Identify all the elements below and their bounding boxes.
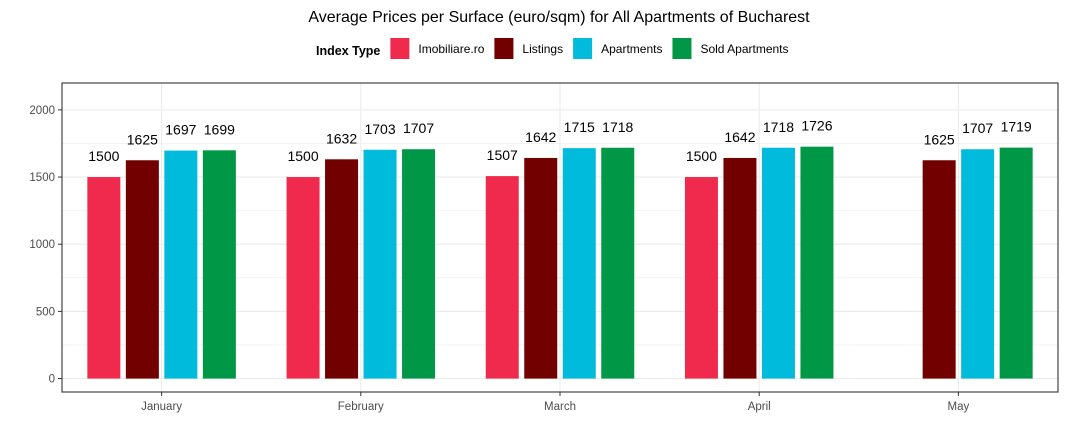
bar [723, 157, 757, 379]
bar [999, 147, 1033, 379]
bar [325, 159, 359, 379]
data-label: 1703 [364, 121, 395, 137]
bar [761, 147, 795, 379]
data-label: 1707 [962, 120, 993, 136]
legend-title: Index Type [316, 44, 380, 58]
data-label: 1715 [564, 119, 595, 135]
legend-label: Listings [522, 42, 563, 56]
data-label: 1500 [287, 148, 318, 164]
legend-key [390, 38, 410, 59]
data-label: 1507 [487, 147, 518, 163]
data-labels: 1500 1500 1507 1500 1625 1632 1642 1642 1625 1697… [88, 118, 1032, 164]
data-label: 1625 [924, 131, 955, 147]
bar [164, 150, 198, 379]
data-label: 1642 [525, 129, 556, 145]
data-label: 1707 [403, 120, 434, 136]
y-tick-label: 500 [36, 306, 55, 318]
x-tick-label: March [544, 401, 576, 413]
data-label: 1500 [88, 148, 119, 164]
bar [562, 148, 596, 379]
bar [125, 160, 159, 379]
y-tick-label: 1000 [29, 239, 55, 251]
bar [684, 177, 718, 379]
data-label: 1500 [686, 148, 717, 164]
legend-key [672, 38, 692, 59]
bar [286, 177, 320, 379]
bar [524, 157, 558, 379]
bar [202, 150, 236, 379]
data-label: 1719 [1001, 119, 1032, 135]
x-tick-label: February [338, 401, 384, 413]
legend: Index Type Imobiliare.ro Listings Apartmen… [316, 38, 789, 59]
x-tick-label: January [141, 401, 182, 413]
y-tick-label: 2000 [29, 105, 55, 117]
data-label: 1718 [602, 119, 633, 135]
bar [961, 149, 995, 379]
data-label: 1718 [763, 119, 794, 135]
y-tick-label: 1500 [29, 172, 55, 184]
bar [800, 146, 834, 379]
data-label: 1632 [326, 130, 357, 146]
bar [402, 149, 436, 379]
data-label: 1699 [204, 121, 235, 137]
legend-key [494, 38, 514, 59]
bar [601, 147, 635, 379]
x-tick-label: April [748, 401, 771, 413]
bars [87, 146, 1033, 379]
data-label: 1625 [127, 131, 158, 147]
legend-label: Imobiliare.ro [418, 42, 484, 56]
data-label: 1642 [724, 129, 755, 145]
bar [922, 160, 956, 379]
legend-label: Sold Apartments [700, 42, 788, 56]
x-tick-label: May [948, 401, 970, 413]
chart-title: Average Prices per Surface (euro/sqm) fo… [308, 9, 810, 26]
y-tick-label: 0 [49, 374, 55, 386]
bar [363, 149, 397, 379]
axes: 0 500 1000 1500 2000 January February March Apri… [29, 82, 1059, 413]
bar [485, 176, 519, 379]
legend-key [573, 38, 593, 59]
bar [87, 177, 121, 379]
data-label: 1697 [165, 122, 196, 138]
data-label: 1726 [801, 118, 832, 134]
legend-label: Apartments [601, 42, 662, 56]
